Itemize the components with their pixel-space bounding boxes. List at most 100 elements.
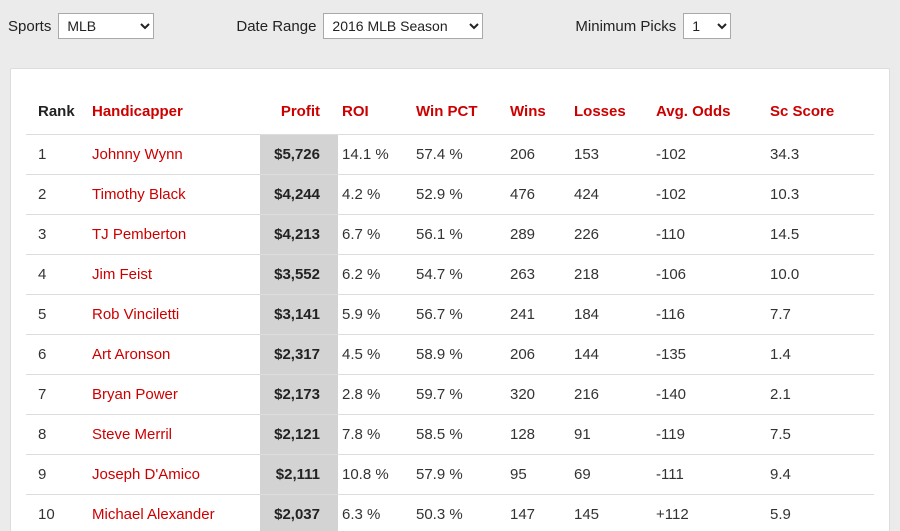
handicapper-cell: Johnny Wynn	[88, 134, 260, 175]
profit-cell: $2,111	[260, 454, 338, 495]
handicapper-cell: Art Aronson	[88, 334, 260, 375]
handicapper-cell: Joseph D'Amico	[88, 454, 260, 495]
minimum-picks-filter: Minimum Picks 1	[575, 13, 732, 39]
date-range-filter: Date Range 2016 MLB Season	[236, 13, 484, 39]
profit-cell: $3,552	[260, 254, 338, 295]
win-pct-cell: 58.9 %	[412, 334, 506, 375]
avg-odds-cell: -111	[652, 454, 766, 495]
sports-filter: Sports MLB	[8, 13, 155, 39]
sc-score-cell: 7.5	[766, 414, 874, 455]
wins-cell: 263	[506, 254, 570, 295]
handicapper-cell: Timothy Black	[88, 174, 260, 215]
column-header-sc-score[interactable]: Sc Score	[766, 89, 874, 135]
win-pct-cell: 56.1 %	[412, 214, 506, 255]
win-pct-cell: 59.7 %	[412, 374, 506, 415]
profit-cell: $2,037	[260, 494, 338, 531]
table-row: 6 Art Aronson $2,317 4.5 % 58.9 % 206 144 -135 1…	[26, 334, 874, 375]
avg-odds-cell: -119	[652, 414, 766, 455]
profit-cell: $3,141	[260, 294, 338, 335]
sc-score-cell: 10.3	[766, 174, 874, 215]
roi-cell: 7.8 %	[338, 414, 412, 455]
minimum-picks-select[interactable]: 1	[683, 13, 732, 39]
column-header-profit[interactable]: Profit	[260, 89, 338, 135]
column-header-win-pct[interactable]: Win PCT	[412, 89, 506, 135]
handicapper-link[interactable]: Bryan Power	[92, 385, 178, 403]
handicapper-link[interactable]: Steve Merril	[92, 425, 173, 443]
column-header-rank: Rank	[26, 89, 88, 135]
table-row: 10 Michael Alexander $2,037 6.3 % 50.3 % 147 1…	[26, 494, 874, 531]
filter-toolbar: Sports MLB Date Range 2016 MLB Season Mi…	[0, 0, 900, 39]
table-row: 5 Rob Vinciletti $3,141 5.9 % 56.7 % 241 184 -1…	[26, 294, 874, 335]
roi-cell: 4.2 %	[338, 174, 412, 215]
table-row: 7 Bryan Power $2,173 2.8 % 59.7 % 320 216 -140 2…	[26, 374, 874, 415]
losses-cell: 226	[570, 214, 652, 255]
rank-cell: 4	[26, 254, 88, 295]
handicapper-link[interactable]: Joseph D'Amico	[92, 465, 200, 483]
sc-score-cell: 1.4	[766, 334, 874, 375]
sports-select[interactable]: MLB	[58, 13, 155, 39]
wins-cell: 289	[506, 214, 570, 255]
table-row: 2 Timothy Black $4,244 4.2 % 52.9 % 476 424 -10…	[26, 174, 874, 215]
wins-cell: 241	[506, 294, 570, 335]
avg-odds-cell: -106	[652, 254, 766, 295]
column-header-roi[interactable]: ROI	[338, 89, 412, 135]
win-pct-cell: 52.9 %	[412, 174, 506, 215]
losses-cell: 424	[570, 174, 652, 215]
win-pct-cell: 58.5 %	[412, 414, 506, 455]
wins-cell: 320	[506, 374, 570, 415]
minimum-picks-label: Minimum Picks	[575, 17, 677, 35]
win-pct-cell: 56.7 %	[412, 294, 506, 335]
column-header-losses[interactable]: Losses	[570, 89, 652, 135]
handicapper-cell: Rob Vinciletti	[88, 294, 260, 335]
roi-cell: 6.3 %	[338, 494, 412, 531]
handicapper-cell: Steve Merril	[88, 414, 260, 455]
handicapper-link[interactable]: Jim Feist	[92, 265, 152, 283]
handicapper-cell: TJ Pemberton	[88, 214, 260, 255]
table-row: 3 TJ Pemberton $4,213 6.7 % 56.1 % 289 226 -110…	[26, 214, 874, 255]
avg-odds-cell: -102	[652, 174, 766, 215]
roi-cell: 6.7 %	[338, 214, 412, 255]
losses-cell: 218	[570, 254, 652, 295]
column-header-avg-odds[interactable]: Avg. Odds	[652, 89, 766, 135]
sc-score-cell: 9.4	[766, 454, 874, 495]
column-header-wins[interactable]: Wins	[506, 89, 570, 135]
avg-odds-cell: -140	[652, 374, 766, 415]
sc-score-cell: 2.1	[766, 374, 874, 415]
handicapper-cell: Jim Feist	[88, 254, 260, 295]
sc-score-cell: 34.3	[766, 134, 874, 175]
rank-cell: 10	[26, 494, 88, 531]
losses-cell: 144	[570, 334, 652, 375]
wins-cell: 206	[506, 334, 570, 375]
sc-score-cell: 10.0	[766, 254, 874, 295]
losses-cell: 216	[570, 374, 652, 415]
handicapper-link[interactable]: TJ Pemberton	[92, 225, 187, 243]
sports-label: Sports	[8, 17, 52, 35]
handicapper-link[interactable]: Rob Vinciletti	[92, 305, 180, 323]
handicapper-link[interactable]: Johnny Wynn	[92, 145, 183, 163]
roi-cell: 4.5 %	[338, 334, 412, 375]
handicapper-link[interactable]: Art Aronson	[92, 345, 171, 363]
profit-cell: $4,213	[260, 214, 338, 255]
handicapper-link[interactable]: Timothy Black	[92, 185, 186, 203]
date-range-select[interactable]: 2016 MLB Season	[323, 13, 484, 39]
sc-score-cell: 5.9	[766, 494, 874, 531]
handicapper-link[interactable]: Michael Alexander	[92, 505, 215, 523]
profit-cell: $4,244	[260, 174, 338, 215]
profit-cell: $2,173	[260, 374, 338, 415]
win-pct-cell: 57.9 %	[412, 454, 506, 495]
rank-cell: 6	[26, 334, 88, 375]
handicapper-cell: Michael Alexander	[88, 494, 260, 531]
avg-odds-cell: -110	[652, 214, 766, 255]
win-pct-cell: 54.7 %	[412, 254, 506, 295]
table-row: 4 Jim Feist $3,552 6.2 % 54.7 % 263 218 -106 10.…	[26, 254, 874, 295]
column-header-handicapper[interactable]: Handicapper	[88, 89, 260, 135]
leaderboard-body: 1 Johnny Wynn $5,726 14.1 % 57.4 % 206 153 -102…	[26, 134, 874, 531]
avg-odds-cell: -116	[652, 294, 766, 335]
rank-cell: 1	[26, 134, 88, 175]
win-pct-cell: 57.4 %	[412, 134, 506, 175]
roi-cell: 6.2 %	[338, 254, 412, 295]
wins-cell: 128	[506, 414, 570, 455]
win-pct-cell: 50.3 %	[412, 494, 506, 531]
wins-cell: 95	[506, 454, 570, 495]
roi-cell: 2.8 %	[338, 374, 412, 415]
